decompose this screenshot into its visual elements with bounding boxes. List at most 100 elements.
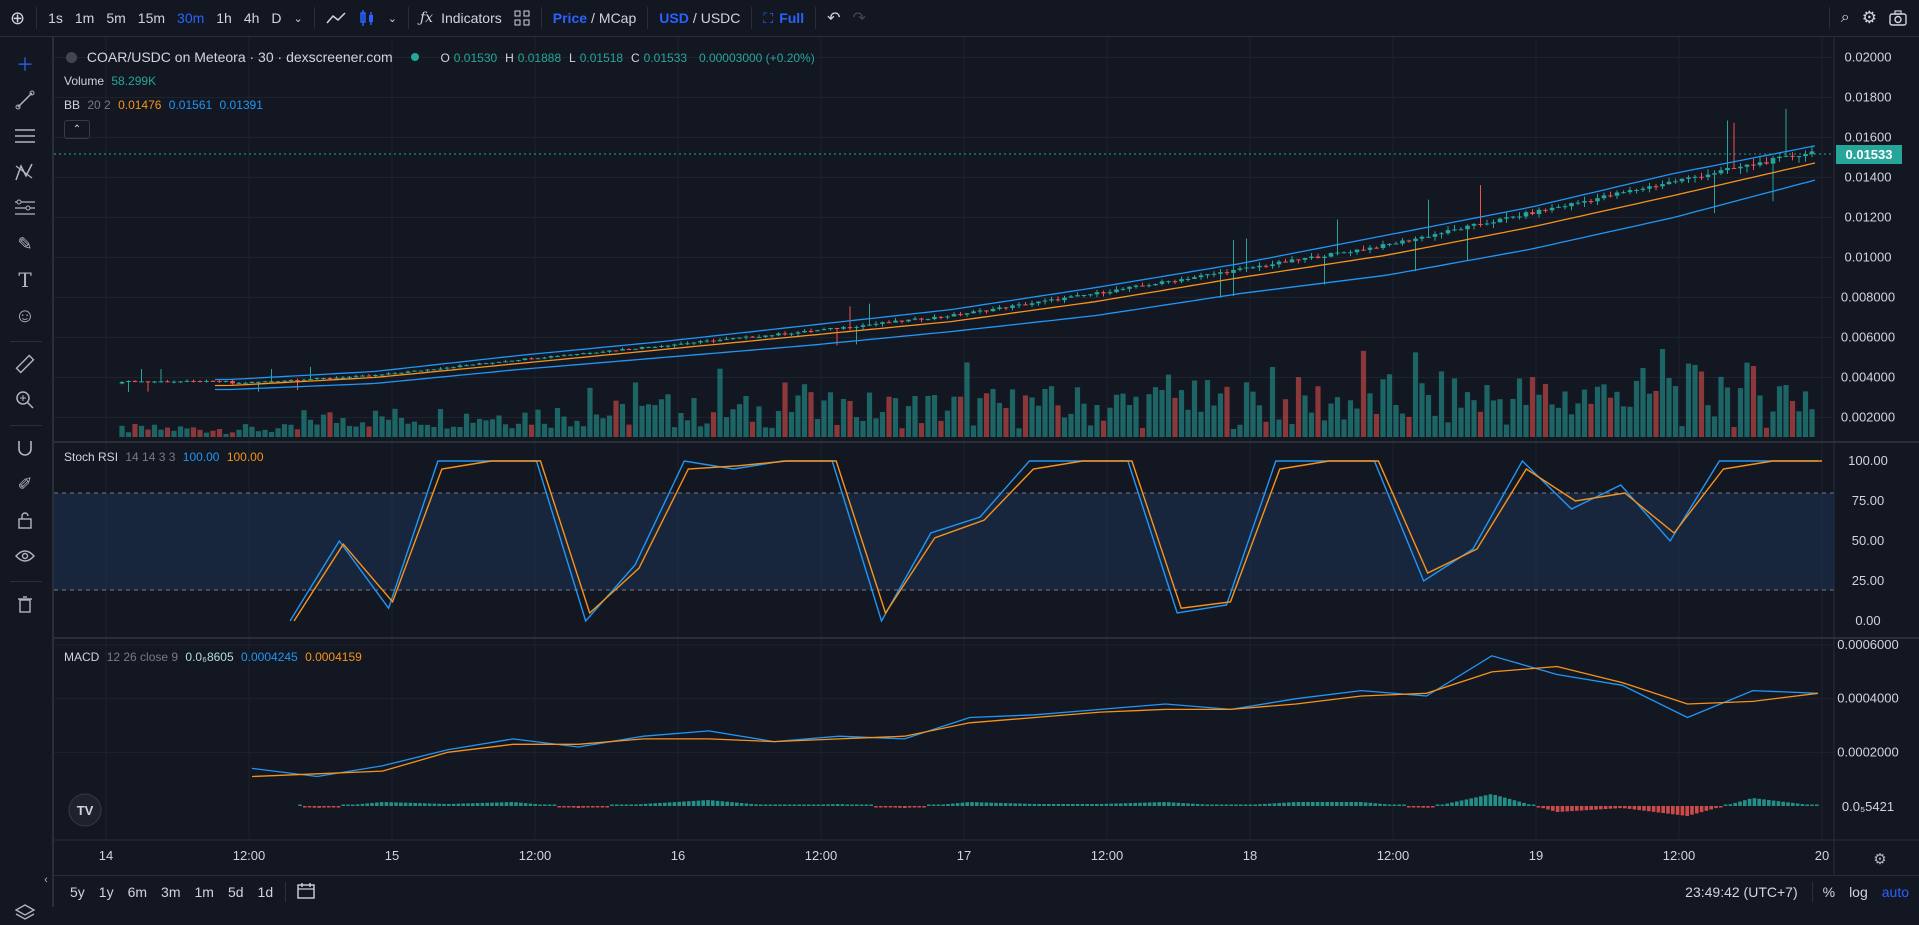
macd-histogram-bar: [466, 803, 470, 806]
symbol-title[interactable]: COAR/USDC on Meteora · 30 · dexscreener.…: [86, 49, 393, 65]
zoom-in-icon[interactable]: [12, 387, 38, 413]
interval-4h[interactable]: 4h: [243, 10, 260, 26]
chart-canvas[interactable]: 0.02000 0.01800 0.01600 0.01400 0.01200 0.010…: [54, 37, 1919, 875]
collapse-arrow-icon[interactable]: ‹: [44, 874, 48, 886]
indicators-label: Indicators: [441, 10, 502, 26]
axis-settings-icon[interactable]: ⚙: [1873, 850, 1886, 868]
interval-30m[interactable]: 30m: [177, 10, 205, 26]
macd-histogram-bar: [1805, 804, 1809, 806]
candle-body: [405, 371, 411, 373]
candle-body: [1049, 299, 1054, 301]
candle-body: [1757, 162, 1763, 166]
goto-date-icon[interactable]: [296, 882, 316, 903]
percent-toggle[interactable]: %: [1822, 884, 1836, 900]
eye-icon[interactable]: [12, 543, 38, 569]
fib-icon[interactable]: [12, 195, 38, 221]
volume-bar: [151, 424, 158, 437]
candle-body: [1549, 207, 1555, 211]
range-5d[interactable]: 5d: [227, 884, 244, 900]
add-symbol-icon[interactable]: ⊕: [10, 7, 26, 28]
tradingview-logo[interactable]: [68, 793, 102, 827]
volume-bar: [1373, 413, 1380, 437]
stay-in-drawing-icon[interactable]: ✐: [17, 473, 33, 494]
interval-1s[interactable]: 1s: [48, 10, 63, 26]
interval-1h[interactable]: 1h: [216, 10, 232, 26]
range-5y[interactable]: 5y: [70, 884, 85, 900]
log-toggle[interactable]: log: [1849, 884, 1868, 900]
top-toolbar: ⊕ 1s 1m 5m 15m 30m 1h 4h D ⌄ ⌄ ƒx Indica…: [0, 0, 1919, 37]
brush-icon[interactable]: ✎: [17, 233, 33, 254]
interval-d[interactable]: D: [271, 10, 282, 26]
volume-bar: [216, 429, 223, 437]
ruler-icon[interactable]: [12, 351, 38, 377]
bb-params: 20 2: [87, 98, 111, 112]
interval-1m[interactable]: 1m: [74, 10, 95, 26]
macd-histogram-bar: [1800, 804, 1805, 806]
camera-icon[interactable]: [1883, 0, 1919, 36]
line-chart-icon[interactable]: [320, 0, 352, 36]
range-1y[interactable]: 1y: [98, 884, 114, 900]
volume-bar: [639, 405, 645, 437]
range-6m[interactable]: 6m: [127, 884, 148, 900]
interval-15m[interactable]: 15m: [137, 10, 166, 26]
divider: [10, 341, 42, 342]
macd-histogram-bar: [725, 801, 729, 806]
range-buttons: 5y 1y 6m 3m 1m 5d 1d: [54, 882, 316, 903]
volume-bar: [236, 429, 242, 437]
emoji-icon[interactable]: ☺: [14, 304, 36, 327]
collapse-legend-button[interactable]: ⌃: [64, 120, 90, 139]
pattern-icon[interactable]: [12, 159, 38, 185]
macd-histogram-bar: [783, 804, 787, 806]
macd-histogram-bar: [691, 800, 696, 806]
text-icon[interactable]: T: [18, 268, 32, 292]
trash-icon[interactable]: [12, 591, 38, 617]
chevron-down-icon[interactable]: ⌄: [293, 12, 303, 25]
time-tick-label: 15: [385, 848, 399, 863]
indicators-button[interactable]: ƒx Indicators: [414, 0, 508, 36]
lock-icon[interactable]: [12, 507, 38, 533]
volume-bar: [327, 412, 333, 437]
undo-icon[interactable]: ↶: [827, 10, 841, 27]
candle-body: [984, 310, 989, 312]
fullscreen-icon: ⛶: [763, 9, 774, 26]
horizontal-lines-icon[interactable]: [12, 123, 38, 149]
volume-bar: [262, 429, 268, 437]
chevron-down-icon[interactable]: ⌄: [387, 12, 397, 25]
crosshair-icon[interactable]: ＋: [16, 55, 34, 75]
candle-body: [431, 369, 437, 371]
settings-icon[interactable]: ⚙: [1861, 8, 1877, 27]
macd-histogram-bar: [1637, 806, 1641, 811]
volume-bar: [333, 422, 340, 437]
redo-icon[interactable]: ↷: [852, 10, 866, 27]
currency-toggle[interactable]: USD / USDC: [653, 0, 746, 36]
macd-histogram-bar: [643, 803, 648, 806]
full-button[interactable]: ⛶ Full: [757, 0, 810, 36]
templates-icon[interactable]: [508, 0, 536, 36]
magnet-icon[interactable]: [12, 435, 38, 461]
candle-body: [834, 327, 840, 329]
object-tree-icon[interactable]: [12, 899, 38, 925]
macd-histogram-bar: [1642, 806, 1646, 811]
clock[interactable]: 23:49:42 (UTC+7): [1685, 884, 1798, 900]
interval-5m[interactable]: 5m: [106, 10, 126, 26]
range-1m[interactable]: 1m: [194, 884, 214, 900]
volume-bar: [1341, 419, 1347, 437]
quick-search-icon[interactable]: ⌕: [1840, 9, 1850, 26]
candle-body: [1224, 272, 1230, 274]
volume-bar: [346, 425, 353, 437]
price-mcap-toggle[interactable]: Price / MCap: [547, 0, 643, 36]
candle-body: [490, 362, 495, 364]
trend-line-icon[interactable]: [12, 87, 38, 113]
macd-histogram-bar: [408, 802, 413, 806]
range-1d[interactable]: 1d: [257, 884, 274, 900]
range-3m[interactable]: 3m: [161, 884, 181, 900]
auto-toggle[interactable]: auto: [1881, 884, 1909, 900]
candle-body: [1276, 261, 1282, 265]
candle-body: [964, 313, 970, 315]
volume-bar: [431, 426, 437, 437]
candles-icon[interactable]: [352, 0, 382, 36]
macd-histogram-bar: [1080, 804, 1085, 806]
volume-bar: [1003, 408, 1009, 437]
volume-bar: [424, 424, 431, 437]
volume-bar: [1029, 397, 1035, 437]
